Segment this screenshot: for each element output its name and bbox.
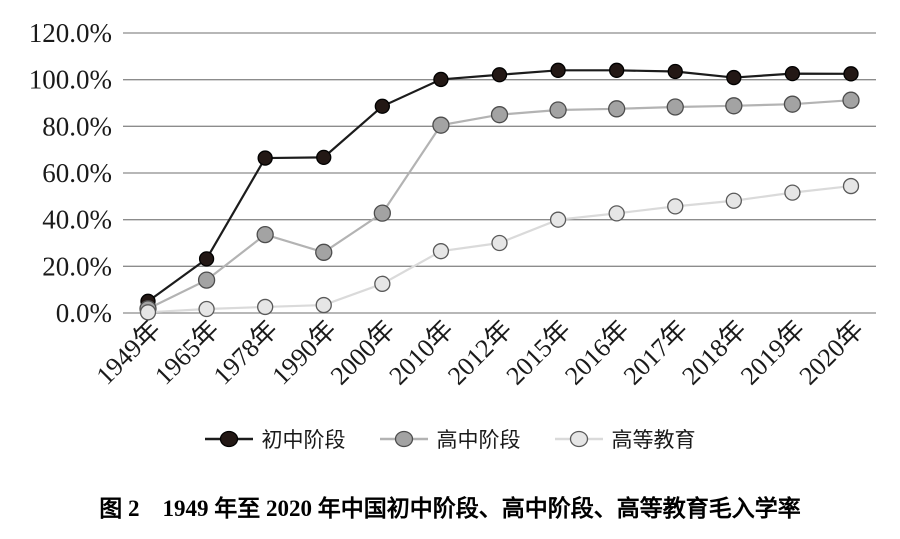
legend-label-junior-secondary: 初中阶段 [261,428,346,452]
legend-item-junior-secondary: 初中阶段 [204,424,346,454]
data-point [315,243,333,261]
data-point [549,211,567,228]
y-tick-label: 80.0% [42,111,112,141]
data-point [198,300,215,318]
data-point [373,204,391,222]
data-point [726,69,742,86]
data-point [608,205,625,222]
data-point [491,67,508,83]
data-point [257,150,273,166]
data-point [490,106,509,124]
data-point [667,63,683,80]
legend-marker-svg [379,430,428,448]
x-tick-label: 2017年 [618,315,694,391]
x-tick-label: 1965年 [149,315,225,391]
data-point [842,91,860,109]
data-point [725,192,742,209]
y-tick-label: 100.0% [29,65,112,95]
x-tick-label: 2018年 [676,315,752,391]
data-point [491,234,508,252]
x-tick-label: 2020年 [794,315,870,391]
legend-marker-svg [554,430,603,448]
data-point [608,100,626,118]
x-tick-label: 2000年 [325,315,401,391]
data-point [374,275,391,292]
chart-legend: 初中阶段 高中阶段 高等教育 [0,424,900,454]
data-point [139,304,157,321]
y-tick-label: 20.0% [42,251,112,281]
legend-marker-senior-secondary-icon [379,430,428,448]
legend-marker-higher-education-icon [554,430,603,448]
data-point [666,98,684,116]
legend-item-higher-education: 高等教育 [554,424,696,454]
x-tick-label: 2016年 [559,315,635,391]
y-tick-label: 0.0% [56,298,112,328]
legend-marker-svg [204,430,253,448]
data-point [256,225,274,244]
data-point [783,95,802,113]
data-point [432,116,450,134]
data-point [550,62,566,78]
data-point [784,184,801,201]
data-point [197,271,216,289]
data-point [843,66,859,82]
x-tick-label: 2019年 [735,315,811,391]
data-point [609,62,625,78]
legend-label-senior-secondary: 高中阶段 [436,428,521,452]
figure-caption: 图 2 1949 年至 2020 年中国初中阶段、高中阶段、高等教育毛入学率 [99,496,801,521]
data-point [549,101,567,119]
data-point [842,177,860,195]
y-tick-label: 40.0% [42,205,112,235]
x-tick-label: 2015年 [501,315,577,391]
y-tick-label: 60.0% [42,158,112,188]
data-point [316,149,332,166]
line-chart: 120.0%100.0%80.0%60.0%40.0%20.0%0.0%1949… [29,18,876,391]
data-point [374,98,390,114]
legend-marker-junior-secondary-icon [204,430,253,448]
y-tick-label: 120.0% [29,18,112,48]
x-tick-label: 1990年 [266,315,342,391]
x-tick-label: 1978年 [208,315,284,391]
data-point [667,198,684,215]
data-point [433,71,449,88]
data-point [315,296,332,314]
legend-label-higher-education: 高等教育 [611,428,696,452]
legend-item-senior-secondary: 高中阶段 [379,424,521,454]
data-point [432,243,450,260]
data-point [725,97,743,115]
x-tick-label: 2012年 [442,315,518,391]
series-line-1 [147,99,852,310]
data-point [257,298,274,316]
x-tick-label: 2010年 [383,315,459,391]
data-point [784,65,801,82]
data-point [198,251,215,267]
